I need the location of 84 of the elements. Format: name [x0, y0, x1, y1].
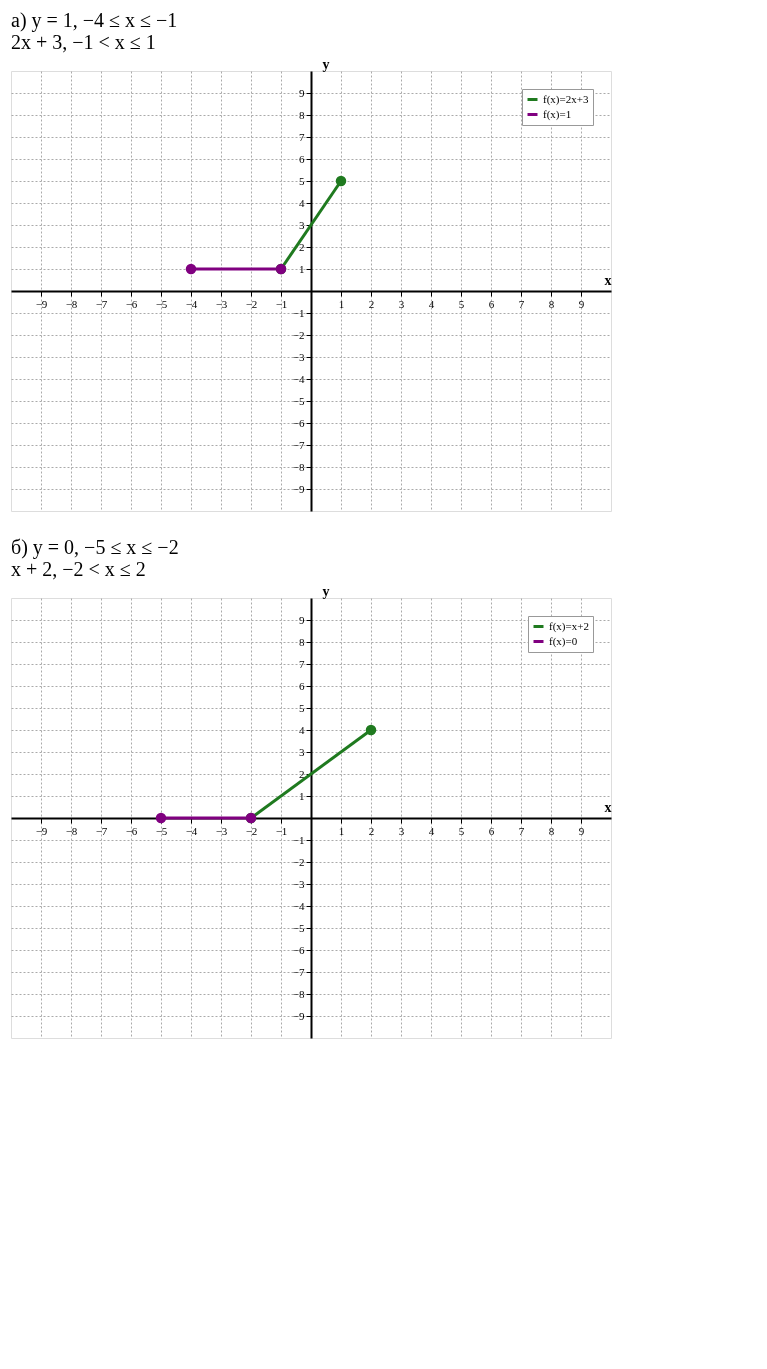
x-tick-label: 3	[398, 824, 405, 837]
y-tick-label: 8	[299, 108, 305, 121]
x-tick-label: 8	[548, 297, 555, 310]
y-tick-label: 3	[299, 218, 305, 231]
x-tick-label: −7	[95, 297, 108, 310]
x-tick-label: 9	[578, 824, 585, 837]
y-tick-label: 3	[299, 745, 305, 758]
x-tick-label: −2	[245, 824, 258, 837]
y-tick-label: 9	[299, 613, 305, 626]
y-tick-label: −2	[292, 855, 305, 868]
legend-label: f(x)=x+2	[549, 619, 589, 633]
y-tick-label: −3	[292, 877, 305, 890]
y-tick-label: 5	[299, 701, 305, 714]
x-axis-title: x	[604, 272, 612, 288]
x-axis-title: x	[604, 799, 612, 815]
y-tick-label: 8	[299, 635, 305, 648]
y-tick-label: −1	[292, 306, 305, 319]
y-tick-label: 7	[299, 130, 305, 143]
x-tick-label: −7	[95, 824, 108, 837]
x-tick-label: −2	[245, 297, 258, 310]
x-tick-label: −8	[65, 824, 78, 837]
chart-subtitle: x + 2, −2 < x ≤ 2	[11, 558, 146, 580]
y-axis-title: y	[322, 56, 330, 72]
y-tick-label: 4	[299, 723, 305, 736]
x-tick-label: −5	[155, 297, 168, 310]
y-tick-label: −7	[292, 438, 305, 451]
x-tick-label: 1	[338, 297, 345, 310]
y-tick-label: −9	[292, 482, 305, 495]
x-tick-label: 5	[458, 824, 465, 837]
x-tick-label: 7	[518, 824, 525, 837]
chart-title: а) y = 1, −4 ≤ x ≤ −1	[11, 9, 178, 32]
x-tick-label: 1	[338, 824, 345, 837]
x-tick-label: 2	[368, 297, 375, 310]
y-axis-title: y	[322, 583, 330, 599]
x-tick-label: −6	[125, 824, 138, 837]
x-tick-label: 6	[488, 824, 495, 837]
chart-title: б) y = 0, −5 ≤ x ≤ −2	[11, 536, 179, 559]
y-tick-label: 2	[299, 767, 305, 780]
x-tick-label: −3	[215, 297, 228, 310]
y-tick-label: 6	[299, 152, 305, 165]
x-tick-label: 7	[518, 297, 525, 310]
y-tick-label: 1	[299, 789, 305, 802]
y-tick-label: −4	[292, 899, 305, 912]
y-tick-label: −1	[292, 833, 305, 846]
x-tick-label: 6	[488, 297, 495, 310]
y-tick-label: −7	[292, 965, 305, 978]
x-tick-label: 5	[458, 297, 465, 310]
x-tick-label: −9	[35, 824, 48, 837]
x-tick-label: −8	[65, 297, 78, 310]
x-tick-label: −3	[215, 824, 228, 837]
x-tick-label: 9	[578, 297, 585, 310]
y-tick-label: −6	[292, 416, 305, 429]
y-tick-label: 7	[299, 657, 305, 670]
y-tick-label: −8	[292, 987, 305, 1000]
x-tick-label: −4	[185, 297, 198, 310]
legend-label: f(x)=2x+3	[543, 92, 589, 106]
legend-label: f(x)=0	[549, 634, 578, 648]
x-tick-label: −1	[275, 297, 288, 310]
y-tick-label: −5	[292, 394, 305, 407]
y-tick-label: 4	[299, 196, 305, 209]
legend-label: f(x)=1	[543, 107, 572, 121]
y-tick-label: 9	[299, 86, 305, 99]
x-tick-label: 4	[428, 297, 435, 310]
y-tick-label: −6	[292, 943, 305, 956]
y-tick-label: −5	[292, 921, 305, 934]
y-tick-label: −2	[292, 328, 305, 341]
y-tick-label: −3	[292, 350, 305, 363]
y-tick-label: 5	[299, 174, 305, 187]
x-tick-label: −6	[125, 297, 138, 310]
y-tick-label: −9	[292, 1009, 305, 1022]
x-tick-label: −5	[155, 824, 168, 837]
chart-subtitle: 2x + 3, −1 < x ≤ 1	[11, 31, 156, 53]
y-tick-label: 6	[299, 679, 305, 692]
x-tick-label: 4	[428, 824, 435, 837]
x-tick-label: −1	[275, 824, 288, 837]
y-tick-label: 1	[299, 262, 305, 275]
x-tick-label: −9	[35, 297, 48, 310]
x-tick-label: 2	[368, 824, 375, 837]
y-tick-label: −8	[292, 460, 305, 473]
x-tick-label: −4	[185, 824, 198, 837]
y-tick-label: −4	[292, 372, 305, 385]
y-tick-label: 2	[299, 240, 305, 253]
x-tick-label: 3	[398, 297, 405, 310]
x-tick-label: 8	[548, 824, 555, 837]
